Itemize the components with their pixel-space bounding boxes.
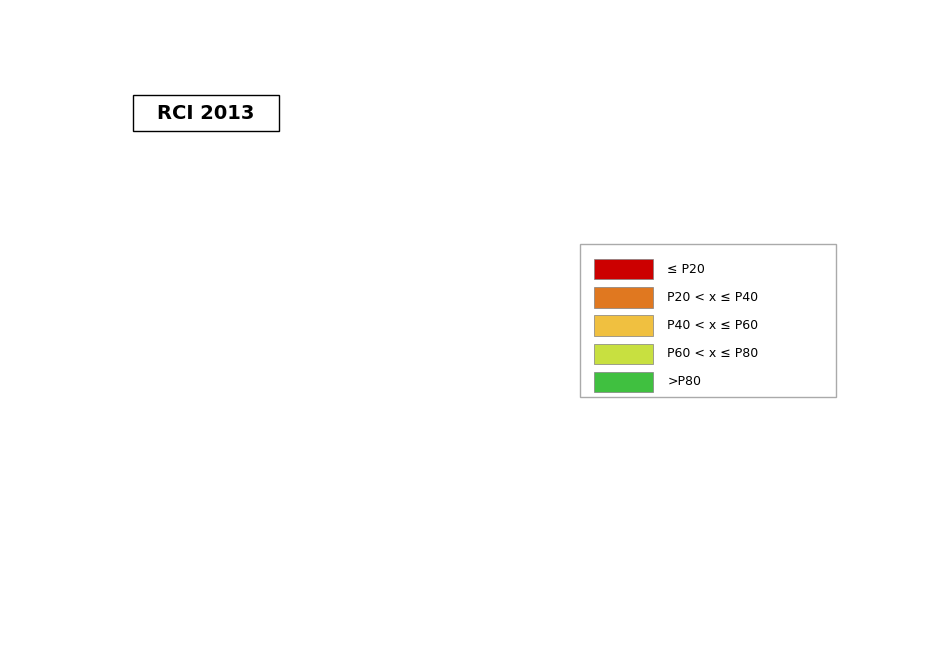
FancyBboxPatch shape [594,344,652,364]
Text: P40 < x ≤ P60: P40 < x ≤ P60 [666,319,758,332]
Text: P20 < x ≤ P40: P20 < x ≤ P40 [666,291,758,304]
FancyBboxPatch shape [594,259,652,279]
FancyBboxPatch shape [579,243,834,397]
Text: ≤ P20: ≤ P20 [666,263,704,276]
Text: RCI 2013: RCI 2013 [157,104,255,122]
Text: P60 < x ≤ P80: P60 < x ≤ P80 [666,347,758,360]
FancyBboxPatch shape [594,372,652,392]
FancyBboxPatch shape [594,287,652,308]
Text: >P80: >P80 [666,376,700,388]
FancyBboxPatch shape [132,95,279,131]
FancyBboxPatch shape [594,315,652,336]
